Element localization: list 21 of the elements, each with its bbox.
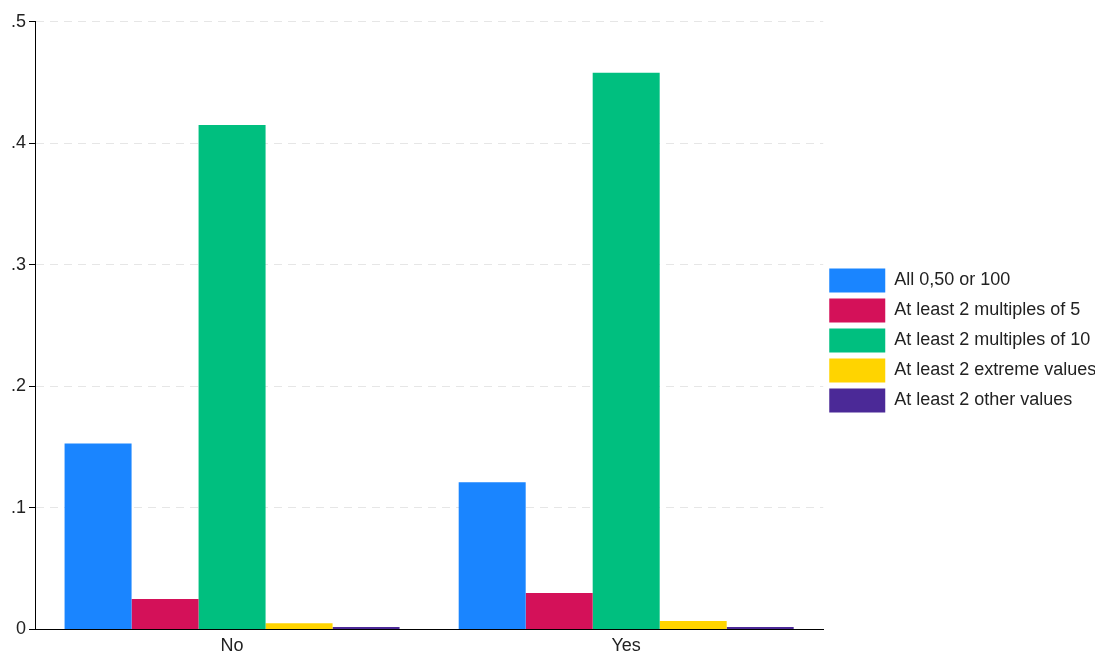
bar bbox=[131, 599, 199, 629]
y-tick-label: .3 bbox=[11, 253, 27, 274]
bar bbox=[525, 592, 593, 629]
bar bbox=[64, 443, 132, 629]
x-tick-label: Yes bbox=[611, 635, 641, 656]
y-tick-label: .5 bbox=[11, 10, 27, 31]
bar bbox=[198, 125, 266, 629]
y-tick-label: .2 bbox=[11, 375, 27, 396]
legend-label: At least 2 multiples of 10 bbox=[894, 329, 1091, 350]
y-tick-label: .4 bbox=[11, 132, 27, 153]
y-tick-label: .1 bbox=[11, 496, 27, 517]
bar bbox=[458, 482, 526, 629]
legend-label: All 0,50 or 100 bbox=[894, 269, 1011, 290]
bar bbox=[659, 620, 727, 629]
legend-label: At least 2 other values bbox=[894, 389, 1073, 410]
y-tick-label: 0 bbox=[16, 618, 27, 639]
bar bbox=[265, 623, 333, 629]
legend-label: At least 2 extreme values bbox=[894, 359, 1097, 380]
bar bbox=[592, 72, 660, 629]
x-tick-label: No bbox=[220, 635, 244, 656]
legend-label: At least 2 multiples of 5 bbox=[894, 299, 1081, 320]
